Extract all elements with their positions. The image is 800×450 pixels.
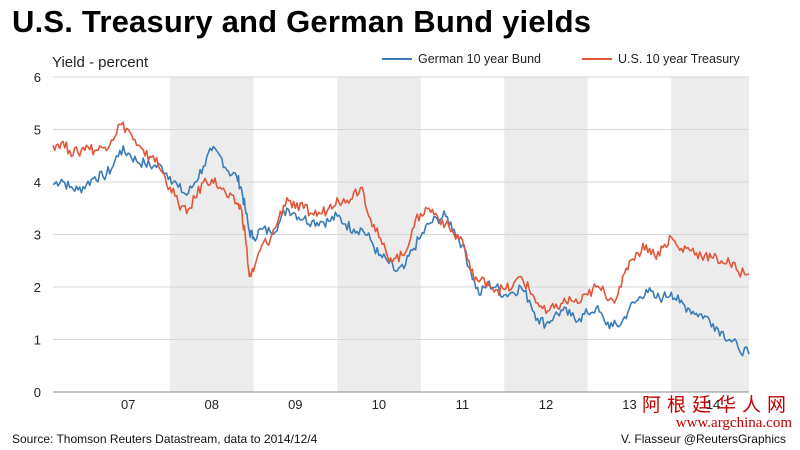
legend-label-bund: German 10 year Bund (418, 52, 541, 66)
y-tick-label-6: 6 (34, 70, 41, 85)
y-tick-label-1: 1 (34, 333, 41, 348)
y-axis-label: Yield - percent (52, 54, 149, 71)
y-tick-label-0: 0 (34, 385, 41, 400)
x-tick-label-14: 14 (706, 397, 720, 412)
legend-swatch-bund (382, 58, 412, 60)
legend-item-treasury: U.S. 10 year Treasury (582, 52, 740, 66)
x-tick-label-11: 11 (456, 397, 470, 412)
x-tick-label-12: 12 (539, 397, 553, 412)
watermark-cn: 阿根廷华人网 (641, 394, 792, 416)
x-tick-label-07: 07 (121, 397, 135, 412)
y-tick-label-2: 2 (34, 280, 41, 295)
x-tick-label-09: 09 (288, 397, 302, 412)
y-tick-label-4: 4 (34, 175, 41, 190)
legend-swatch-treasury (582, 58, 612, 60)
x-tick-label-10: 10 (372, 397, 386, 412)
watermark-url: www.argchina.com (675, 415, 792, 431)
series-line-treasury (52, 121, 750, 315)
source-note: Source: Thomson Reuters Datastream, data… (12, 432, 318, 446)
chart-title: U.S. Treasury and German Bund yields (12, 4, 592, 39)
credit-note: V. Flasseur @ReutersGraphics (620, 432, 786, 446)
legend-label-treasury: U.S. 10 year Treasury (618, 52, 740, 66)
x-tick-label-08: 08 (205, 397, 219, 412)
legend-item-bund: German 10 year Bund (382, 52, 541, 66)
y-tick-label-5: 5 (34, 123, 41, 138)
y-tick-label-3: 3 (34, 228, 41, 243)
x-tick-label-13: 13 (622, 397, 636, 412)
watermark: 阿根廷华人网 www.argchina.com (642, 390, 792, 432)
